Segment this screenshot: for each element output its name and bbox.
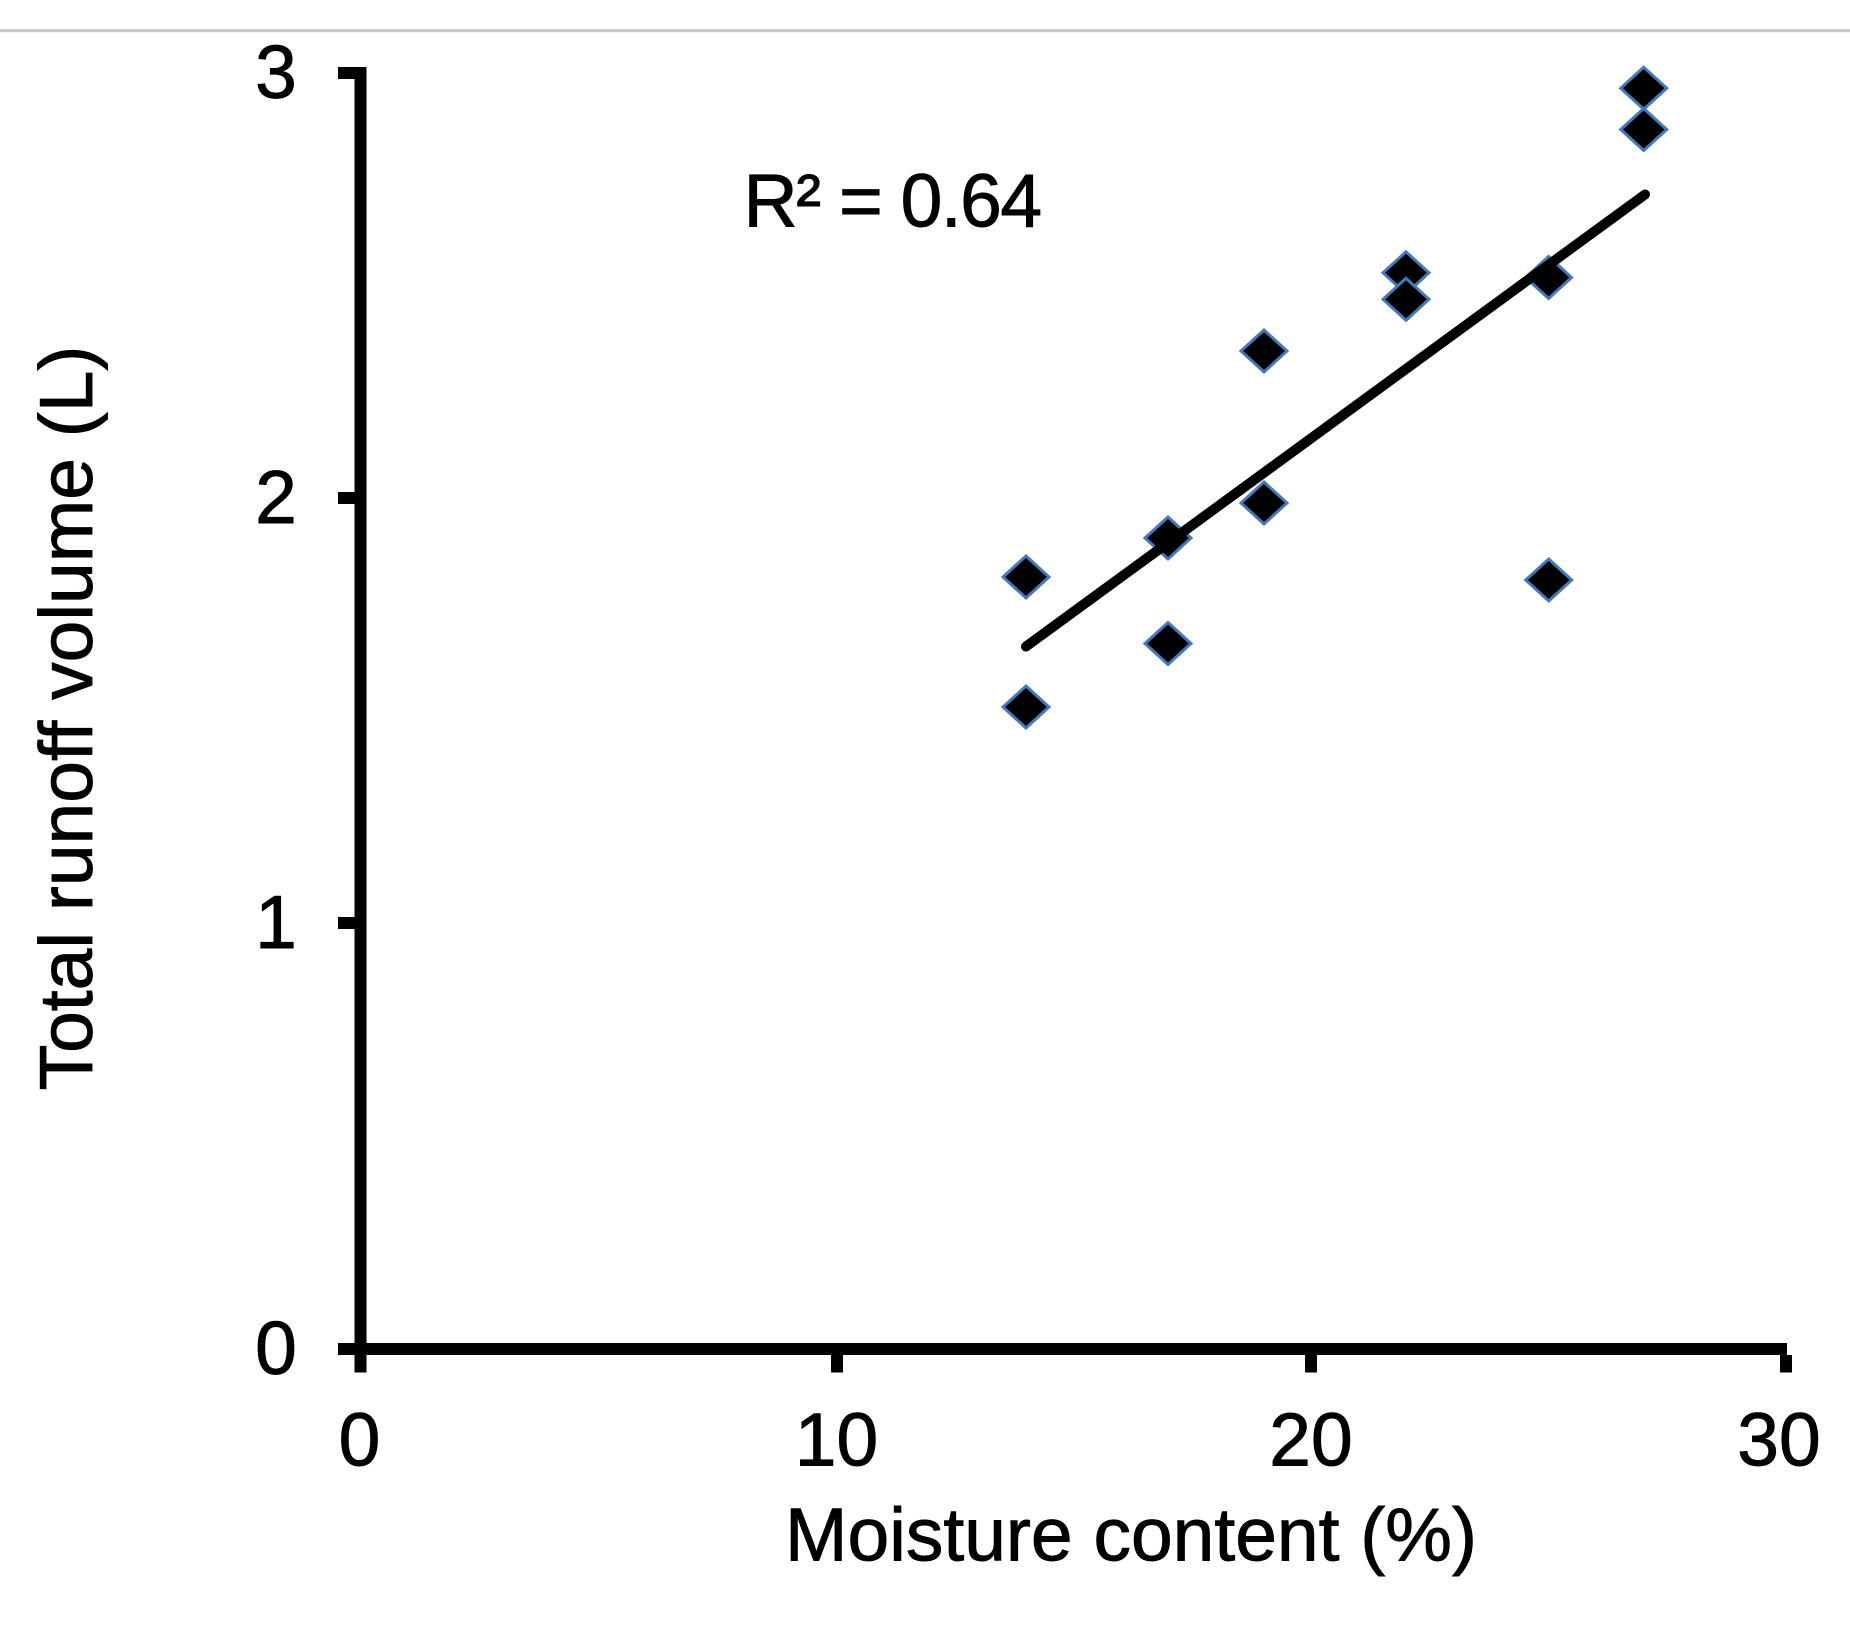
svg-text:R² = 0.64: R² = 0.64	[744, 159, 1041, 243]
svg-text:2: 2	[255, 455, 297, 539]
svg-text:3: 3	[255, 30, 297, 114]
svg-text:0: 0	[339, 1398, 381, 1482]
svg-text:Total runoff volume (L): Total runoff volume (L)	[24, 346, 108, 1091]
svg-text:1: 1	[255, 880, 297, 964]
svg-text:30: 30	[1737, 1398, 1820, 1482]
svg-text:20: 20	[1269, 1398, 1352, 1482]
svg-text:Moisture content (%): Moisture content (%)	[785, 1493, 1477, 1577]
svg-text:10: 10	[795, 1398, 878, 1482]
svg-text:0: 0	[255, 1306, 297, 1390]
